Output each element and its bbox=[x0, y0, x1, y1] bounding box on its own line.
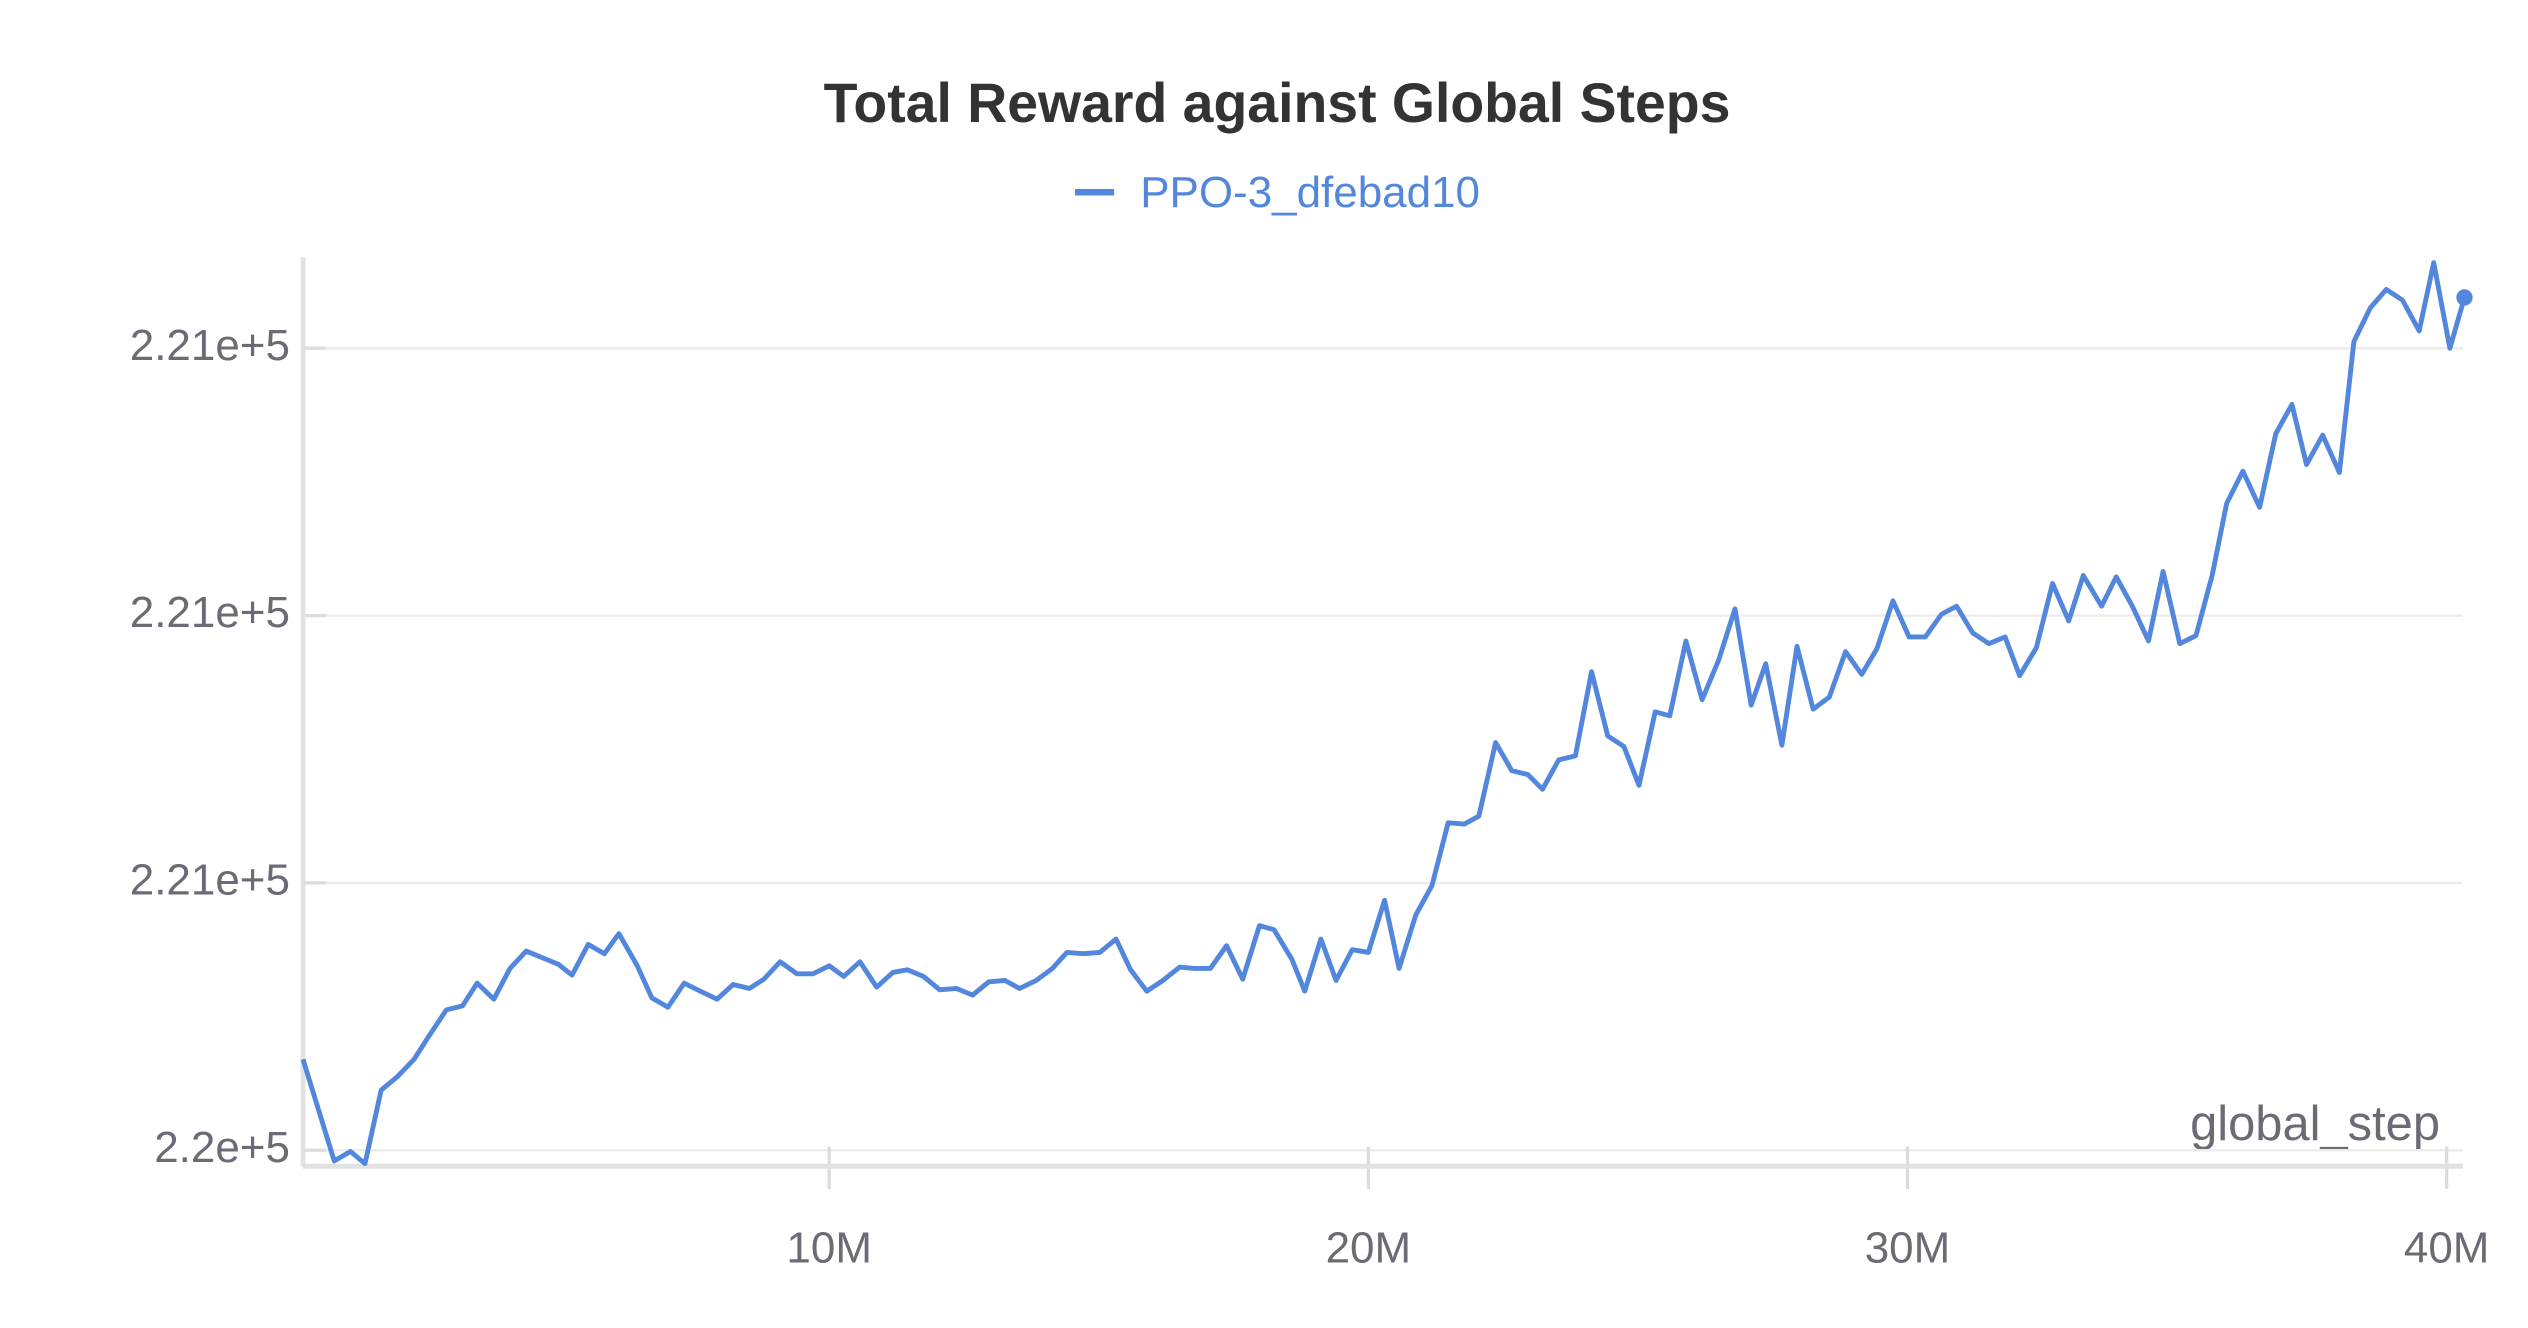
x-tick-label: 30M bbox=[1865, 1224, 1951, 1273]
y-tick-label: 2.21e+5 bbox=[130, 588, 290, 637]
x-tick-label: 20M bbox=[1326, 1224, 1412, 1273]
legend-label: PPO-3_dfebad10 bbox=[1140, 168, 1480, 217]
x-tick-label: 40M bbox=[2404, 1224, 2490, 1273]
series-line bbox=[300, 260, 2467, 1167]
end-point bbox=[2456, 289, 2473, 306]
y-tick-label: 2.21e+5 bbox=[130, 856, 290, 905]
x-tick-label: 10M bbox=[786, 1224, 872, 1273]
x-axis-label: global_step bbox=[2190, 1097, 2440, 1151]
chart-title: Total Reward against Global Steps bbox=[824, 72, 1731, 134]
y-tick-label: 2.21e+5 bbox=[130, 321, 290, 370]
y-tick-label: 2.2e+5 bbox=[154, 1123, 290, 1172]
